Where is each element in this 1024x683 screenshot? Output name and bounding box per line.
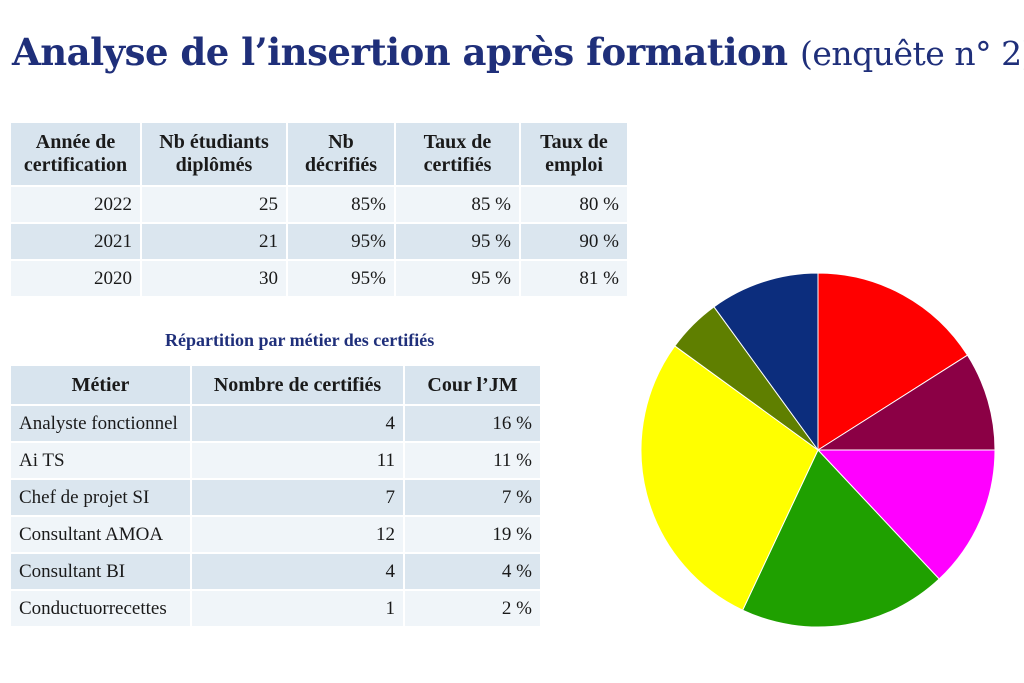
cell: Ai TS [11, 443, 190, 478]
table-row: Consultant BI 4 4 % [11, 554, 540, 589]
pie-slice-6 [713, 272, 819, 452]
header-taux-emploi: Taux de emploi [521, 123, 627, 185]
cell: 90 % [521, 224, 627, 259]
cell: Consultant AMOA [11, 517, 190, 552]
cell: 2021 [11, 224, 140, 259]
header-nb-etudiants: Nb étudiants diplômés [142, 123, 286, 185]
cell: 2020 [11, 261, 140, 296]
title-main: Analyse de l’insertion après formation [12, 30, 788, 74]
table-row: Consultant AMOA 12 19 % [11, 517, 540, 552]
cell: 95% [288, 261, 394, 296]
header-cour: Cour l’JM [405, 366, 540, 404]
cell: 4 [192, 406, 403, 441]
cell: 81 % [521, 261, 627, 296]
table-row: Ai TS 11 11 % [11, 443, 540, 478]
cell: 7 [192, 480, 403, 515]
cell: 11 % [405, 443, 540, 478]
table-row: 2020 30 95% 95 % 81 % [11, 261, 627, 296]
cell: 16 % [405, 406, 540, 441]
cell: 2022 [11, 187, 140, 222]
cell: 2 % [405, 591, 540, 626]
cell: 95 % [396, 224, 519, 259]
cell: 25 [142, 187, 286, 222]
cell: Conductuorrecettes [11, 591, 190, 626]
table-header-row: Année de certification Nb étudiants dipl… [11, 123, 627, 185]
table-subtitle: Répartition par métier des certifiés [165, 330, 435, 350]
pie-slice-4 [640, 345, 819, 611]
cell: 4 [192, 554, 403, 589]
header-nb-decrifies: Nb décrifiés [288, 123, 394, 185]
page-title: Analyse de l’insertion après formation (… [12, 30, 1024, 74]
cell: 7 % [405, 480, 540, 515]
header-metier: Métier [11, 366, 190, 404]
pie-slice-3 [741, 449, 940, 628]
table-row: 2022 25 85% 85 % 80 % [11, 187, 627, 222]
cell: 11 [192, 443, 403, 478]
table-row: Chef de projet SI 7 7 % [11, 480, 540, 515]
pie-slice-1 [816, 354, 996, 451]
cell: 30 [142, 261, 286, 296]
title-suffix: (enquête n° 2) [799, 34, 1024, 73]
metier-table: Métier Nombre de certifiés Cour l’JM Ana… [9, 364, 542, 628]
cell: 19 % [405, 517, 540, 552]
header-annee: Année de certification [11, 123, 140, 185]
cell: 95% [288, 224, 394, 259]
table-row: Conductuorrecettes 1 2 % [11, 591, 540, 626]
certification-table: Année de certification Nb étudiants dipl… [9, 121, 629, 298]
table-row: 2021 21 95% 95 % 90 % [11, 224, 627, 259]
header-nombre-certifies: Nombre de certifiés [192, 366, 403, 404]
cell: Chef de projet SI [11, 480, 190, 515]
table-row: Analyste fonctionnel 4 16 % [11, 406, 540, 441]
cell: 21 [142, 224, 286, 259]
cell: Consultant BI [11, 554, 190, 589]
cell: 80 % [521, 187, 627, 222]
pie-slice-0 [817, 272, 969, 451]
cell: Analyste fonctionnel [11, 406, 190, 441]
cell: 95 % [396, 261, 519, 296]
cell: 4 % [405, 554, 540, 589]
cell: 1 [192, 591, 403, 626]
cell: 85 % [396, 187, 519, 222]
cell: 12 [192, 517, 403, 552]
pie-slice-5 [674, 306, 819, 451]
pie-slice-2 [816, 449, 996, 580]
cell: 85% [288, 187, 394, 222]
header-taux-certifies: Taux de certifiés [396, 123, 519, 185]
table-header-row: Métier Nombre de certifiés Cour l’JM [11, 366, 540, 404]
